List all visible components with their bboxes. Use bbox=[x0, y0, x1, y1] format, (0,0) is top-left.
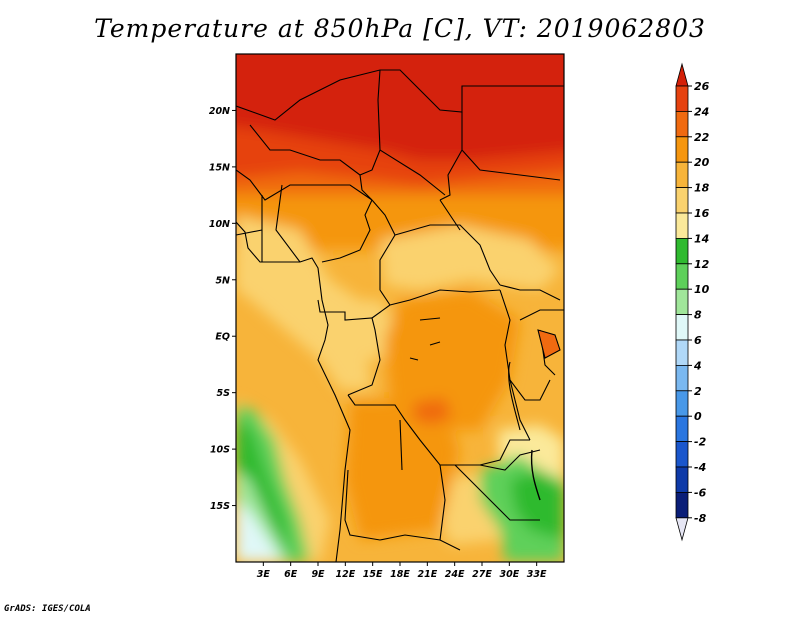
colorbar-label: -6 bbox=[694, 486, 707, 499]
colorbar-swatch bbox=[675, 441, 689, 468]
colorbar-swatch bbox=[675, 466, 689, 493]
lat-tick-label: 15N bbox=[209, 162, 230, 173]
colorbar-label: 6 bbox=[694, 334, 702, 347]
country-borders bbox=[236, 69, 564, 562]
lon-tick-label: 12E bbox=[335, 569, 355, 580]
lat-tick-label: 10S bbox=[210, 445, 230, 456]
lon-tick-label: 3E bbox=[257, 569, 271, 580]
map-title: Temperature at 850hPa [C], VT: 201906280… bbox=[94, 14, 706, 43]
colorbar-label: 24 bbox=[694, 105, 709, 118]
colorbar-label: 26 bbox=[694, 80, 710, 93]
colorbar-swatch bbox=[675, 364, 689, 392]
colorbar-label: 2 bbox=[694, 385, 702, 398]
colorbar-label: 20 bbox=[694, 156, 710, 169]
colorbar-label: 22 bbox=[694, 131, 710, 144]
colorbar-swatch bbox=[675, 187, 689, 214]
lat-tick-label: 5S bbox=[217, 388, 231, 399]
colorbar-swatch bbox=[675, 288, 689, 316]
colorbar-swatch bbox=[675, 339, 689, 366]
lon-tick-label: 30E bbox=[499, 569, 519, 580]
temperature-field bbox=[236, 54, 564, 562]
lon-tick-label: 15E bbox=[363, 569, 383, 580]
colorbar-label: -2 bbox=[694, 436, 707, 449]
lon-tick-label: 6E bbox=[284, 569, 298, 580]
colorbar-label: -8 bbox=[694, 512, 707, 525]
colorbar-swatch bbox=[675, 237, 689, 265]
lon-tick-label: 9E bbox=[311, 569, 325, 580]
colorbar-swatch bbox=[675, 390, 689, 417]
lon-tick-label: 21E bbox=[417, 569, 437, 580]
colorbar-swatch bbox=[675, 314, 689, 341]
colorbar-label: 8 bbox=[694, 309, 702, 322]
lat-tick-label: 5N bbox=[215, 275, 230, 286]
colorbar-label: 16 bbox=[694, 207, 710, 220]
colorbar-swatch bbox=[675, 136, 689, 163]
colorbar-label: 4 bbox=[693, 359, 702, 372]
lat-tick-label: EQ bbox=[215, 332, 230, 343]
colorbar-swatch bbox=[675, 212, 689, 239]
colorbar-label: 10 bbox=[694, 283, 710, 296]
lon-tick-label: 27E bbox=[472, 569, 492, 580]
grads-credit: GrADS: IGES/COLA bbox=[4, 604, 91, 614]
lat-tick-label: 15S bbox=[210, 501, 230, 512]
lat-tick-label: 20N bbox=[209, 106, 230, 117]
colorbar-swatch bbox=[675, 415, 689, 443]
longitude-axis: 3E 6E 9E 12E 15E 18E 21E 24E 27E 30E 33E bbox=[257, 562, 547, 580]
lon-tick-label: 18E bbox=[390, 569, 410, 580]
colorbar-label: 14 bbox=[694, 232, 709, 245]
colorbar-label: 0 bbox=[694, 410, 702, 423]
lat-tick-label: 10N bbox=[209, 219, 230, 230]
lon-tick-label: 33E bbox=[527, 569, 547, 580]
latitude-axis: 20N 15N 10N 5N EQ 5S 10S 15S bbox=[209, 106, 236, 512]
colorbar-label: -4 bbox=[694, 461, 706, 474]
colorbar-top-arrow bbox=[675, 62, 689, 87]
colorbar-swatch bbox=[675, 111, 689, 138]
colorbar-swatch bbox=[675, 85, 689, 112]
lon-tick-label: 24E bbox=[445, 569, 465, 580]
colorbar-swatch bbox=[675, 263, 689, 290]
colorbar-label: 12 bbox=[694, 258, 710, 271]
colorbar-label: 18 bbox=[694, 182, 710, 195]
colorbar-bottom-arrow bbox=[675, 517, 689, 542]
colorbar-swatch bbox=[675, 161, 689, 188]
colorbar-swatch bbox=[675, 491, 689, 519]
